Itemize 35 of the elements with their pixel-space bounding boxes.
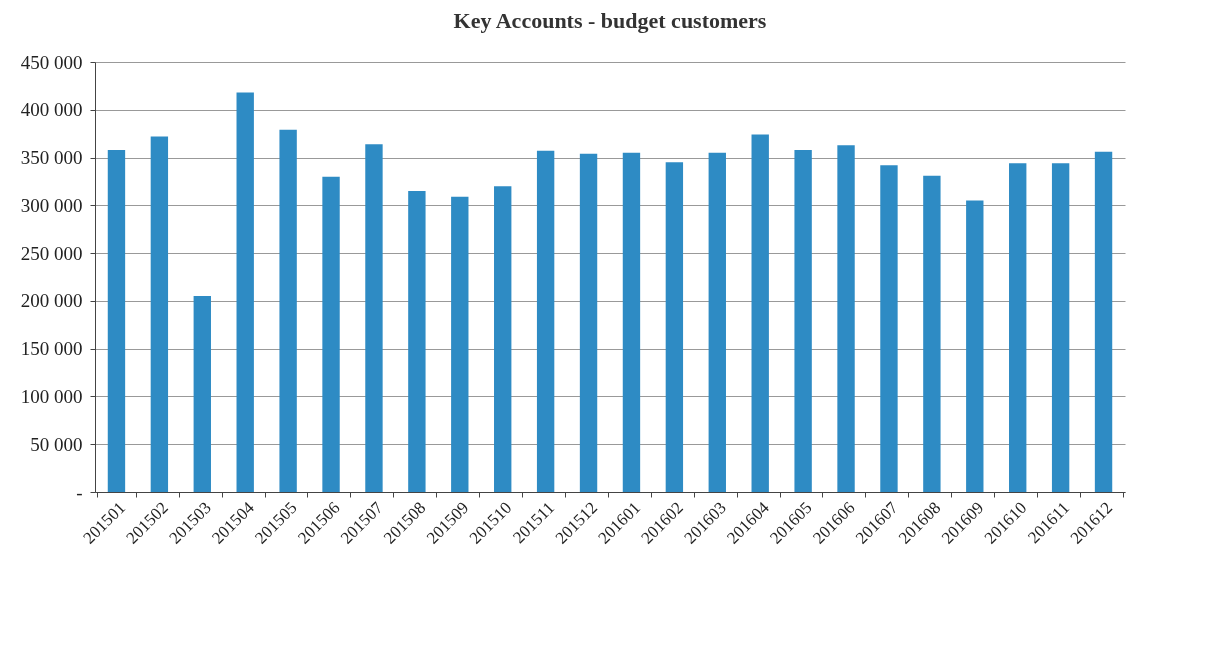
- y-tick-label: 200 000: [20, 290, 83, 312]
- y-tick-label: 350 000: [20, 147, 83, 169]
- bar: [1094, 151, 1113, 492]
- y-tick-label: 300 000: [20, 194, 83, 216]
- bar: [966, 200, 984, 492]
- bar: [1009, 163, 1027, 492]
- bar: [1051, 163, 1070, 492]
- bar: [193, 296, 211, 492]
- y-tick-label: 450 000: [20, 51, 83, 73]
- y-tick-label: 150 000: [20, 338, 83, 360]
- bar: [150, 136, 169, 492]
- bar: [107, 149, 126, 492]
- bar: [622, 152, 641, 492]
- bar: [579, 153, 598, 492]
- bar: [408, 191, 426, 492]
- bar: [708, 152, 726, 492]
- bar: [322, 176, 340, 492]
- bar: [751, 134, 769, 492]
- chart-title: Key Accounts - budget customers: [453, 8, 767, 33]
- bar: [536, 150, 555, 492]
- bar: [837, 145, 855, 492]
- bar: [880, 165, 898, 492]
- bar: [451, 196, 469, 492]
- bar: [665, 162, 684, 492]
- y-tick-label: -: [76, 481, 83, 503]
- y-tick-label: 250 000: [20, 242, 83, 264]
- y-tick-label: 50 000: [30, 433, 83, 455]
- y-tick-label: 100 000: [20, 385, 83, 407]
- bar: [794, 149, 812, 492]
- bar: [279, 129, 297, 492]
- y-tick-label: 400 000: [20, 99, 83, 121]
- bar: [236, 92, 254, 492]
- bar: [923, 175, 941, 492]
- bar: [494, 186, 512, 492]
- bar: [365, 144, 383, 492]
